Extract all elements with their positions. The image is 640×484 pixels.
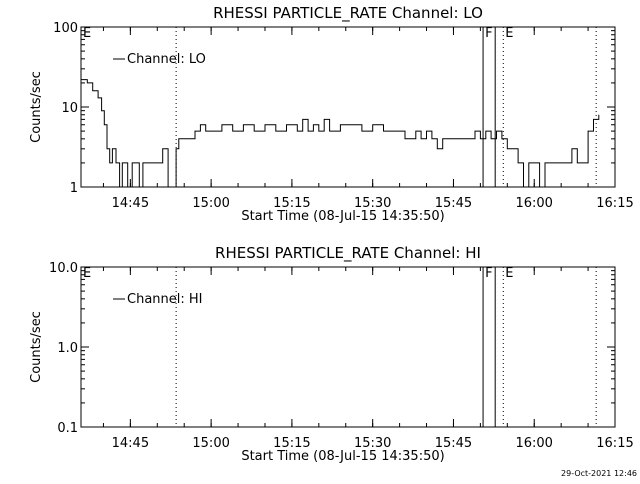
y-tick-label: 1	[70, 181, 78, 196]
y-tick-label: 100	[53, 21, 78, 36]
y-tick-label: 0.1	[57, 421, 78, 436]
event-marker-label: F	[485, 266, 492, 281]
y-axis-label: Counts/sec	[29, 71, 44, 143]
x-axis-label: Start Time (08-Jul-15 14:35:50)	[241, 209, 444, 224]
x-tick-label: 16:00	[515, 436, 552, 451]
legend-entry: Channel: LO	[127, 52, 206, 67]
x-tick-label: 15:15	[273, 196, 310, 211]
x-tick-label: 15:00	[192, 196, 229, 211]
event-marker-label: E	[83, 26, 91, 41]
x-tick-label: 15:30	[354, 436, 391, 451]
chart-panel-2: RHESSI PARTICLE_RATE Channel: HI 14:45 15:…	[29, 244, 634, 464]
x-tick-label: 15:00	[192, 436, 229, 451]
x-tick-label: 16:15	[596, 196, 633, 211]
y-tick-label: 10.0	[49, 261, 78, 276]
x-tick-label: 15:45	[435, 436, 472, 451]
event-marker-label: E	[505, 266, 513, 281]
x-tick-label: 16:15	[596, 436, 633, 451]
x-tick-label: 15:30	[354, 196, 391, 211]
y-tick-label: 10	[61, 101, 78, 116]
plot-frame	[80, 266, 616, 428]
x-tick-label: 16:00	[515, 196, 552, 211]
x-tick-label: 15:45	[435, 196, 472, 211]
y-tick-label: 1.0	[57, 341, 78, 356]
legend-entry: Channel: HI	[127, 292, 203, 307]
x-tick-label: 14:45	[112, 436, 149, 451]
x-tick-label: 15:15	[273, 436, 310, 451]
event-marker-label: F	[485, 26, 492, 41]
footer-date: 29-Oct-2021 12:46	[561, 469, 637, 478]
x-tick-label: 14:45	[112, 196, 149, 211]
x-axis-label: Start Time (08-Jul-15 14:35:50)	[241, 449, 444, 464]
chart-panel-1: RHESSI PARTICLE_RATE Channel: LO 14:45 15:…	[29, 4, 634, 224]
event-marker-label: E	[505, 26, 513, 41]
event-marker-label: E	[83, 266, 91, 281]
chart-title: RHESSI PARTICLE_RATE Channel: HI	[215, 244, 481, 263]
chart-title: RHESSI PARTICLE_RATE Channel: LO	[213, 4, 483, 23]
series-line-channel-lo	[81, 79, 600, 188]
y-axis-label: Counts/sec	[29, 311, 44, 383]
